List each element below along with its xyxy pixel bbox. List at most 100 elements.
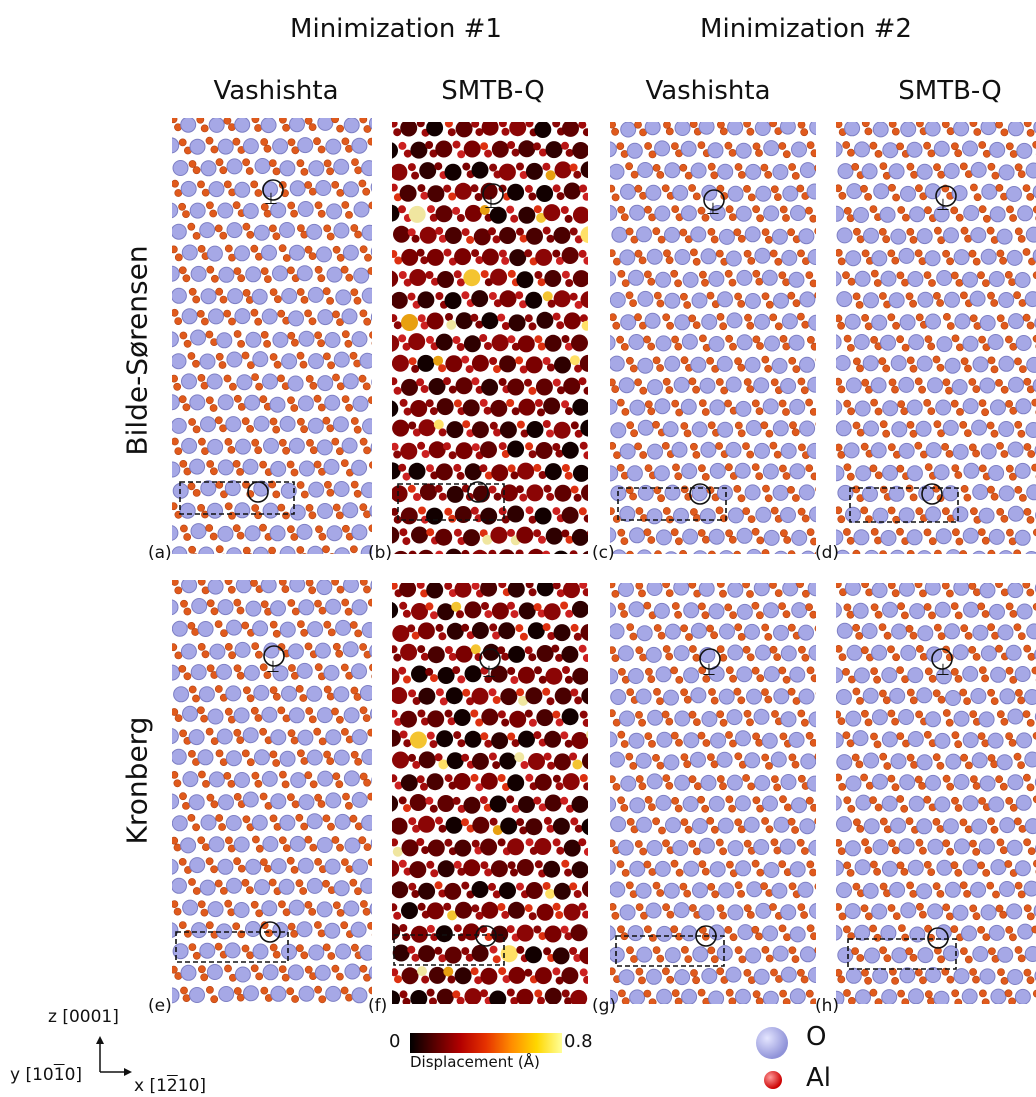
oxygen-atom — [888, 163, 905, 180]
oxygen-atom — [629, 797, 646, 814]
aluminum-atom — [444, 122, 453, 128]
oxygen-atom — [393, 225, 410, 243]
aluminum-atom — [510, 214, 519, 223]
oxygen-atom — [471, 881, 489, 898]
oxygen-atom — [809, 506, 816, 523]
aluminum-atom — [475, 783, 484, 792]
aluminum-atom — [751, 399, 760, 408]
aluminum-atom — [787, 485, 795, 494]
aluminum-atom — [331, 707, 339, 716]
oxygen-atom — [664, 355, 681, 372]
oxygen-atom — [543, 204, 561, 222]
aluminum-atom — [332, 245, 341, 254]
aluminum-atom — [914, 775, 923, 784]
oxygen-atom — [735, 988, 751, 1004]
aluminum-atom — [444, 646, 453, 654]
aluminum-atom — [205, 396, 214, 405]
aluminum-atom — [616, 860, 625, 868]
aluminum-atom — [630, 235, 639, 244]
aluminum-atom — [806, 860, 815, 869]
aluminum-atom — [182, 403, 191, 412]
oxygen-atom — [763, 666, 780, 683]
column-heading-vashishta-2: Vashishta — [645, 76, 771, 106]
aluminum-atom — [582, 718, 588, 727]
aluminum-atom — [725, 205, 734, 214]
oxygen-atom — [454, 506, 472, 523]
aluminum-atom — [210, 800, 219, 809]
aluminum-atom — [968, 249, 977, 258]
aluminum-atom — [783, 803, 792, 812]
aluminum-atom — [852, 623, 860, 632]
aluminum-atom — [172, 179, 179, 188]
oxygen-atom — [951, 379, 968, 395]
aluminum-atom — [402, 997, 411, 1004]
aluminum-atom — [340, 265, 349, 274]
oxygen-atom — [943, 163, 960, 179]
aluminum-atom — [308, 187, 317, 196]
aluminum-atom — [434, 162, 443, 171]
oxygen-atom — [620, 314, 637, 331]
aluminum-atom — [236, 531, 245, 540]
aluminum-atom — [861, 838, 869, 847]
aluminum-atom — [860, 904, 869, 913]
oxygen-atom — [252, 620, 269, 637]
aluminum-atom — [497, 710, 506, 719]
aluminum-atom — [725, 988, 734, 997]
aluminum-atom — [416, 838, 425, 846]
oxygen-atom — [836, 602, 842, 618]
oxygen-atom — [323, 664, 340, 681]
aluminum-atom — [507, 335, 516, 344]
oxygen-atom — [761, 732, 778, 749]
aluminum-atom — [525, 442, 534, 451]
aluminum-atom — [836, 645, 843, 653]
aluminum-atom — [946, 257, 954, 266]
oxygen-atom — [455, 442, 473, 460]
aluminum-atom — [242, 480, 250, 489]
aluminum-atom — [680, 688, 688, 697]
oxygen-atom — [361, 749, 372, 765]
aluminum-atom — [202, 779, 210, 788]
oxygen-atom — [998, 421, 1015, 437]
oxygen-atom — [809, 903, 816, 919]
aluminum-atom — [1022, 184, 1031, 192]
oxygen-atom — [698, 904, 715, 921]
oxygen-atom — [746, 548, 762, 554]
aluminum-atom — [277, 706, 286, 715]
oxygen-atom — [990, 399, 1006, 416]
oxygen-atom — [316, 707, 333, 724]
aluminum-atom — [561, 335, 570, 343]
aluminum-atom — [710, 171, 719, 180]
aluminum-atom — [969, 968, 977, 976]
aluminum-atom — [246, 758, 255, 767]
aluminum-atom — [670, 666, 678, 675]
aluminum-atom — [1017, 761, 1025, 769]
aluminum-atom — [724, 925, 733, 934]
aluminum-atom — [842, 731, 851, 740]
aluminum-atom — [800, 975, 809, 984]
oxygen-atom — [619, 249, 636, 266]
oxygen-atom — [254, 158, 271, 174]
oxygen-atom — [979, 775, 996, 792]
oxygen-atom — [836, 795, 842, 811]
oxygen-atom — [172, 599, 179, 616]
aluminum-atom — [852, 292, 861, 301]
aluminum-atom — [447, 717, 456, 726]
aluminum-atom — [462, 420, 471, 429]
dislocation-symbol: ⊥ — [484, 193, 498, 212]
oxygen-atom — [880, 334, 896, 351]
oxygen-atom — [873, 183, 890, 200]
oxygen-atom — [1014, 860, 1031, 877]
aluminum-atom — [187, 813, 196, 822]
aluminum-atom — [891, 783, 900, 792]
aluminum-atom — [429, 997, 437, 1004]
aluminum-atom — [215, 545, 224, 554]
aluminum-atom — [954, 804, 963, 812]
aluminum-atom — [392, 442, 399, 451]
aluminum-atom — [242, 815, 251, 824]
aluminum-atom — [1014, 689, 1023, 697]
oxygen-atom — [719, 550, 734, 554]
oxygen-atom — [727, 644, 744, 661]
aluminum-atom — [746, 590, 754, 598]
aluminum-atom — [215, 287, 224, 296]
aluminum-atom — [399, 924, 408, 932]
